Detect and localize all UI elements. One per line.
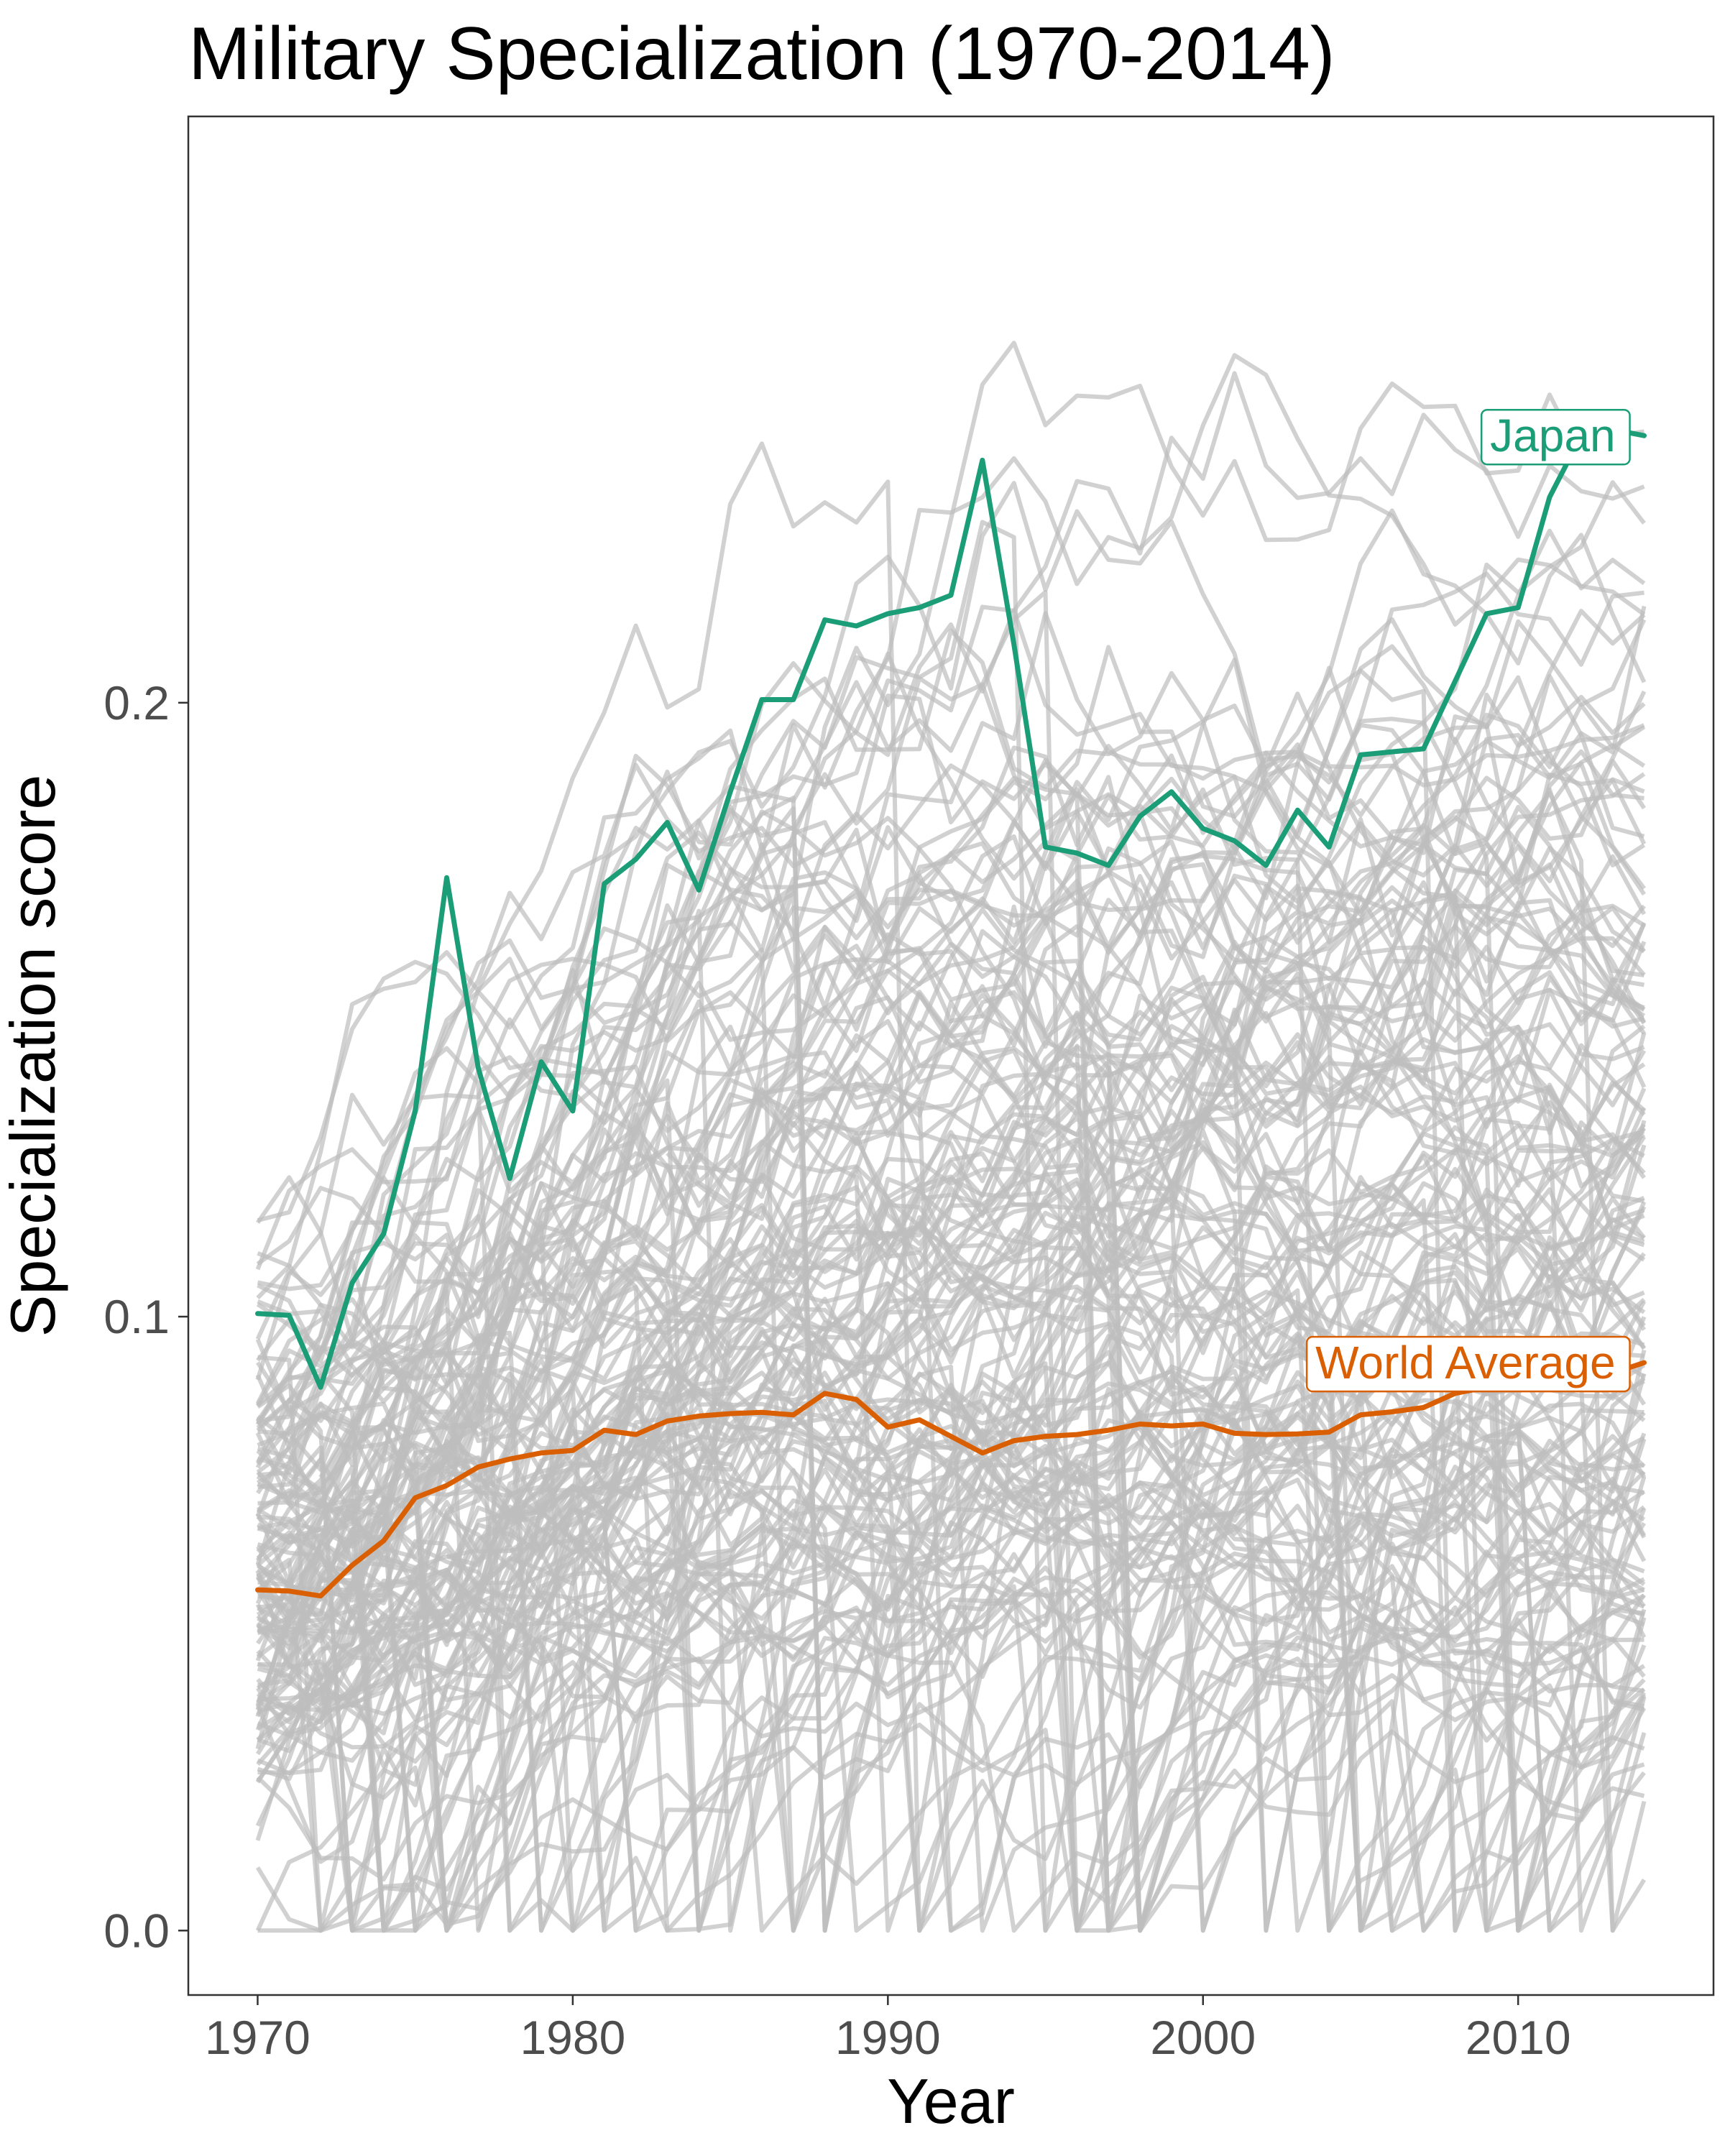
x-tick-label: 1990 bbox=[835, 2011, 941, 2064]
direct-label-text: Japan bbox=[1490, 410, 1615, 461]
background-country-line bbox=[257, 1505, 1646, 1667]
x-tick-label: 1970 bbox=[205, 2011, 310, 2064]
series-line-japan bbox=[255, 427, 1647, 1390]
background-country-line bbox=[257, 1567, 1647, 1933]
background-country-line bbox=[255, 605, 1647, 1271]
direct-label-world-average: World Average bbox=[1305, 1335, 1631, 1393]
background-country-line bbox=[255, 628, 1645, 1669]
background-country-line bbox=[255, 651, 1647, 1933]
background-country-line bbox=[256, 481, 1647, 1933]
background-country-line bbox=[257, 1514, 1646, 1738]
y-axis: 0.0 0.1 0.2 bbox=[104, 676, 188, 1957]
y-tick-label: 0.2 bbox=[104, 676, 170, 729]
chart-title: Military Specialization (1970-2014) bbox=[188, 12, 1335, 96]
background-country-line bbox=[256, 988, 1645, 1933]
background-country-line bbox=[255, 608, 1646, 1413]
background-country-line bbox=[256, 1199, 1646, 1580]
y-tick-label: 0.0 bbox=[104, 1904, 170, 1957]
background-country-line bbox=[255, 845, 1646, 1933]
background-country-line bbox=[256, 1167, 1646, 1933]
background-country-line bbox=[256, 1552, 1645, 1754]
x-tick-label: 2000 bbox=[1150, 2011, 1256, 2064]
x-tick-label: 1980 bbox=[520, 2011, 625, 2064]
plot-panel-border bbox=[187, 115, 1715, 1996]
background-country-line bbox=[666, 898, 1645, 1231]
direct-label-japan: Japan bbox=[1480, 408, 1631, 466]
background-country-line bbox=[318, 1236, 1647, 1933]
direct-label-text: World Average bbox=[1315, 1337, 1615, 1388]
background-country-line bbox=[256, 1360, 1646, 1933]
background-country-line bbox=[255, 1462, 1644, 1663]
x-axis-title: Year bbox=[887, 2065, 1015, 2137]
background-country-line bbox=[255, 1193, 1647, 1506]
y-axis-title: Specialization score bbox=[0, 775, 68, 1337]
background-country-line bbox=[257, 1100, 1647, 1933]
background-country-line bbox=[256, 1401, 1646, 1742]
background-country-line bbox=[257, 371, 1645, 1933]
highlight-lines bbox=[255, 427, 1647, 1599]
background-country-line bbox=[256, 1065, 1646, 1933]
background-country-line bbox=[256, 1321, 1646, 1933]
x-axis: 1970 1980 1990 2000 2010 bbox=[205, 1995, 1571, 2064]
background-country-line bbox=[255, 480, 1646, 1933]
background-country-lines bbox=[255, 341, 1647, 1933]
series-line-world-average bbox=[255, 1360, 1647, 1599]
background-country-line bbox=[256, 1174, 1647, 1933]
background-country-line bbox=[256, 528, 1646, 1933]
background-country-line bbox=[256, 520, 1644, 1933]
background-country-line bbox=[256, 441, 1646, 1933]
background-country-line bbox=[256, 1062, 1646, 1933]
background-country-line bbox=[256, 975, 1646, 1408]
x-tick-label: 2010 bbox=[1466, 2011, 1571, 2064]
background-country-line bbox=[289, 1166, 1647, 1933]
y-tick-label: 0.1 bbox=[104, 1290, 170, 1343]
background-country-line bbox=[255, 673, 1645, 1750]
background-country-line bbox=[256, 1166, 1647, 1933]
background-country-line bbox=[256, 1536, 1645, 1933]
background-country-line bbox=[255, 749, 1644, 1933]
background-country-line bbox=[257, 1276, 1646, 1763]
background-country-line bbox=[257, 703, 1646, 1493]
background-country-line bbox=[255, 341, 1644, 1841]
direct-labels: Japan World Average bbox=[1305, 408, 1631, 1393]
